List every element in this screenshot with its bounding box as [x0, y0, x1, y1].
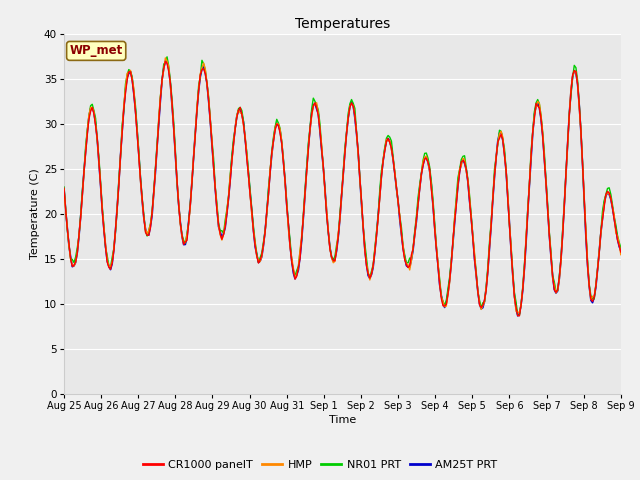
NR01 PRT [60, 184, 68, 190]
NR01 PRT [514, 312, 522, 318]
HMP [516, 310, 524, 315]
NR01 PRT [519, 284, 527, 290]
AM25T PRT [617, 248, 625, 253]
Line: CR1000 panelT: CR1000 panelT [64, 61, 621, 316]
NR01 PRT [163, 54, 171, 60]
CR1000 panelT [617, 249, 625, 255]
AM25T PRT [185, 218, 193, 224]
HMP [525, 180, 533, 186]
Y-axis label: Temperature (C): Temperature (C) [29, 168, 40, 259]
X-axis label: Time: Time [329, 415, 356, 425]
AM25T PRT [374, 212, 382, 218]
AM25T PRT [525, 182, 533, 188]
CR1000 panelT [525, 181, 533, 187]
NR01 PRT [525, 181, 533, 187]
CR1000 panelT [519, 287, 527, 292]
CR1000 panelT [516, 313, 524, 319]
Line: AM25T PRT: AM25T PRT [64, 61, 621, 316]
CR1000 panelT [161, 59, 169, 64]
HMP [617, 252, 625, 258]
NR01 PRT [228, 153, 236, 158]
AM25T PRT [514, 313, 522, 319]
Title: Temperatures: Temperatures [295, 17, 390, 31]
AM25T PRT [161, 58, 169, 64]
CR1000 panelT [60, 185, 68, 191]
HMP [185, 221, 193, 227]
Text: WP_met: WP_met [70, 44, 123, 58]
HMP [519, 285, 527, 291]
CR1000 panelT [185, 219, 193, 225]
AM25T PRT [60, 185, 68, 191]
HMP [161, 55, 169, 61]
HMP [374, 215, 382, 221]
CR1000 panelT [67, 256, 74, 262]
NR01 PRT [185, 219, 193, 225]
HMP [228, 159, 236, 165]
HMP [60, 187, 68, 192]
Line: HMP: HMP [64, 58, 621, 312]
Legend: CR1000 panelT, HMP, NR01 PRT, AM25T PRT: CR1000 panelT, HMP, NR01 PRT, AM25T PRT [138, 456, 502, 474]
NR01 PRT [617, 245, 625, 251]
AM25T PRT [228, 156, 236, 162]
HMP [67, 256, 74, 262]
CR1000 panelT [374, 215, 382, 220]
NR01 PRT [67, 256, 74, 262]
AM25T PRT [519, 288, 527, 293]
NR01 PRT [374, 213, 382, 219]
AM25T PRT [67, 254, 74, 260]
Line: NR01 PRT: NR01 PRT [64, 57, 621, 315]
CR1000 panelT [228, 158, 236, 164]
